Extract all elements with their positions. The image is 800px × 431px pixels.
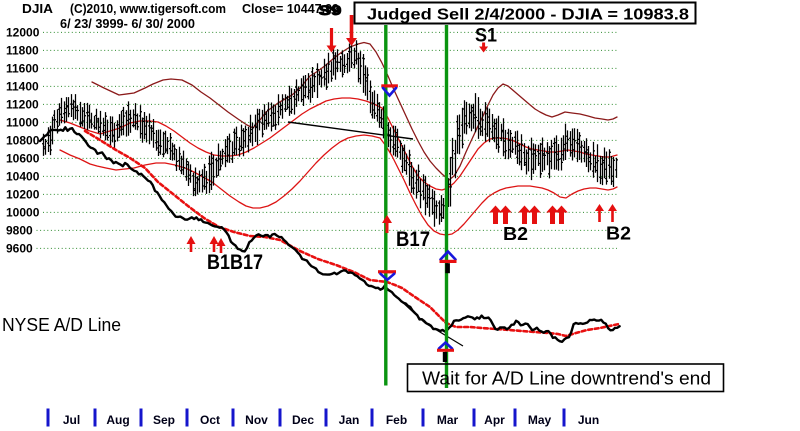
svg-text:Wait for A/D Line downtrend's: Wait for A/D Line downtrend's end: [422, 369, 711, 389]
svg-text:10600: 10600: [6, 152, 40, 166]
svg-text:Aug: Aug: [106, 413, 129, 427]
svg-text:11600: 11600: [6, 62, 39, 76]
svg-text:12000: 12000: [6, 26, 40, 40]
svg-text:B1B17: B1B17: [207, 251, 263, 274]
svg-text:S1: S1: [475, 26, 497, 47]
svg-text:Dec: Dec: [292, 413, 314, 427]
svg-text:9600: 9600: [6, 242, 33, 256]
svg-text:Judged Sell 2/4/2000 - DJIA =: Judged Sell 2/4/2000 - DJIA = 10983.8: [367, 7, 689, 24]
svg-text:NYSE A/D Line: NYSE A/D Line: [2, 315, 121, 335]
svg-text:Close= 10447.99: Close= 10447.99: [242, 2, 339, 16]
svg-text:10000: 10000: [6, 206, 40, 220]
svg-text:10400: 10400: [6, 170, 40, 184]
svg-text:6/ 23/ 3999- 6/ 30/ 2000: 6/ 23/ 3999- 6/ 30/ 2000: [60, 17, 195, 31]
svg-text:11000: 11000: [6, 116, 39, 130]
svg-text:Feb: Feb: [386, 413, 407, 427]
svg-text:B17: B17: [396, 228, 430, 251]
svg-text:DJIA: DJIA: [22, 2, 53, 16]
svg-text:9800: 9800: [6, 224, 33, 238]
svg-text:Jun: Jun: [578, 413, 599, 427]
svg-text:Oct: Oct: [200, 413, 220, 427]
svg-text:11400: 11400: [6, 80, 39, 94]
svg-text:May: May: [528, 413, 552, 427]
svg-text:B2: B2: [606, 224, 631, 244]
svg-text:Jan: Jan: [339, 413, 360, 427]
svg-text:11200: 11200: [6, 98, 39, 112]
svg-text:10200: 10200: [6, 188, 40, 202]
svg-text:10800: 10800: [6, 134, 40, 148]
svg-text:Jul: Jul: [63, 413, 80, 427]
svg-text:Nov: Nov: [245, 413, 268, 427]
svg-text:S9: S9: [319, 2, 342, 18]
svg-text:(C)2010, www.tigersoft.com: (C)2010, www.tigersoft.com: [70, 2, 226, 16]
svg-text:Sep: Sep: [153, 413, 175, 427]
svg-text:Apr: Apr: [484, 413, 505, 427]
svg-text:B2: B2: [503, 224, 528, 244]
svg-text:11800: 11800: [6, 44, 39, 58]
svg-text:Mar: Mar: [437, 413, 459, 427]
